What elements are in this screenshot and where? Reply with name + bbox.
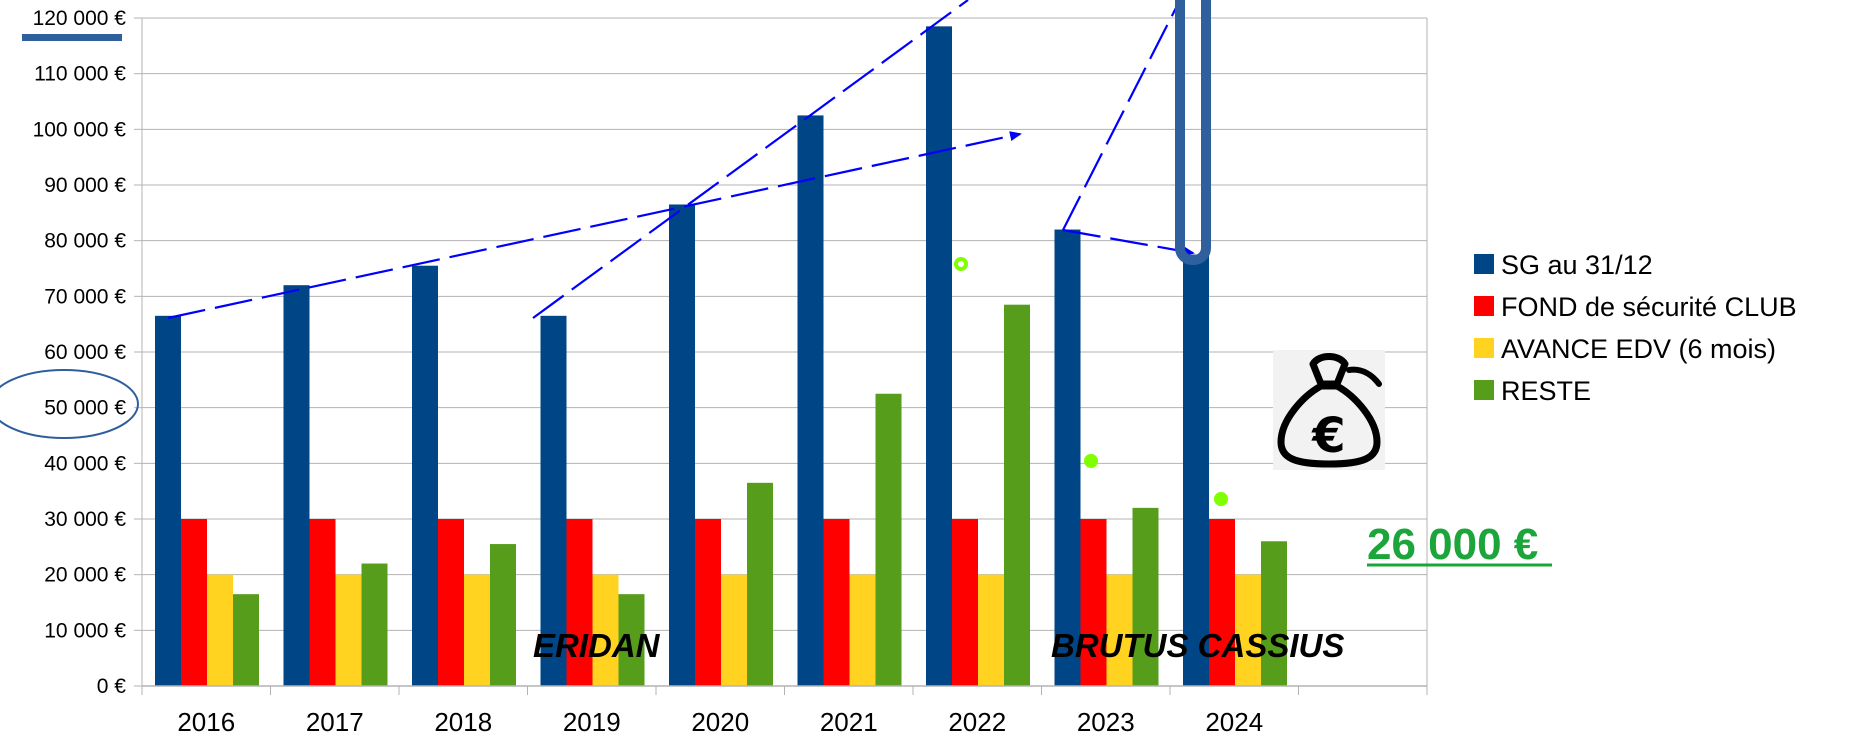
bar-reste-2018 — [490, 544, 516, 686]
legend-swatch-reste — [1474, 380, 1494, 400]
y-tick-label: 120 000 € — [33, 7, 127, 30]
y-tick-label: 40 000 € — [44, 452, 126, 475]
legend-swatch-avance — [1474, 338, 1494, 358]
legend-swatch-fond — [1474, 296, 1494, 316]
x-tick-label: 2018 — [434, 707, 492, 733]
bar-avance-edv-6-mois--2023 — [1106, 574, 1133, 686]
x-tick-label: 2022 — [948, 707, 1006, 733]
trend-line-2019-2022 — [532, 0, 969, 319]
trend-arrows — [167, 0, 1195, 320]
y-tick-label: 90 000 € — [44, 174, 126, 197]
bar-fond-de-s-curit-club-2020 — [695, 519, 721, 686]
bar-sg-au-31-12-2018 — [412, 265, 438, 686]
bar-sg-au-31-12-2020 — [669, 204, 695, 686]
legend: SG au 31/12 FOND de sécurité CLUB AVANCE… — [1474, 250, 1797, 406]
bar-reste-2023 — [1132, 507, 1159, 686]
x-tick-label: 2021 — [820, 707, 878, 733]
bar-avance-edv-6-mois--2022 — [978, 574, 1004, 686]
bar-sg-au-31-12-2017 — [283, 285, 310, 686]
bar-avance-edv-6-mois--2018 — [464, 574, 490, 686]
annotation-reste-2024: 26 000 € — [1367, 520, 1538, 569]
bar-sg-au-31-12-2021 — [797, 115, 824, 686]
bar-avance-edv-6-mois--2017 — [335, 574, 362, 686]
bar-avance-edv-6-mois--2021 — [849, 574, 876, 686]
bar-sg-au-31-12-2016 — [155, 315, 181, 686]
bar-avance-edv-6-mois--2019 — [592, 574, 619, 686]
y-tick-label: 0 € — [97, 675, 127, 698]
trend-line-2023-2024 — [1062, 228, 1195, 257]
x-tick-label: 2019 — [563, 707, 621, 733]
bar-fond-de-s-curit-club-2017 — [309, 519, 336, 686]
bar-sg-au-31-12-2019 — [540, 315, 567, 686]
x-tick-label: 2016 — [177, 707, 235, 733]
y-tick-label: 80 000 € — [44, 230, 126, 253]
green-dot — [1084, 454, 1098, 468]
bar-reste-2021 — [875, 393, 902, 686]
bar-reste-2017 — [361, 563, 388, 686]
x-tick-label: 2020 — [691, 707, 749, 733]
highlight-underline — [22, 34, 122, 41]
bar-reste-2022 — [1004, 304, 1030, 686]
highlight-ellipse — [0, 369, 139, 439]
legend-label-reste: RESTE — [1501, 376, 1591, 406]
bar-fond-de-s-curit-club-2016 — [181, 519, 207, 686]
bar-sg-au-31-12-2024 — [1183, 254, 1209, 687]
bar-fond-de-s-curit-club-2024 — [1209, 519, 1235, 686]
y-tick-label: 110 000 € — [34, 63, 126, 86]
bar-reste-2024 — [1261, 541, 1287, 686]
y-tick-label: 60 000 € — [44, 341, 126, 364]
legend-label-fond: FOND de sécurité CLUB — [1501, 292, 1797, 322]
legend-label-sg: SG au 31/12 — [1501, 250, 1653, 280]
annotation-brutus-cassius: BRUTUS CASSIUS — [1051, 627, 1344, 664]
trend-line-2016-2020 — [167, 131, 1022, 320]
bar-fond-de-s-curit-club-2021 — [823, 519, 850, 686]
bar-fond-de-s-curit-club-2019 — [566, 519, 593, 686]
bar-avance-edv-6-mois--2016 — [207, 574, 233, 686]
x-axis — [134, 17, 1428, 695]
bar-reste-2016 — [233, 594, 259, 686]
y-tick-label: 10 000 € — [44, 619, 126, 642]
green-dot — [958, 261, 964, 267]
y-tick-label: 70 000 € — [44, 285, 126, 308]
money-bag-euro-icon: € — [1273, 350, 1385, 470]
y-tick-label: 30 000 € — [44, 508, 126, 531]
x-tick-label: 2023 — [1077, 707, 1135, 733]
annotation-eridan: ERIDAN — [533, 627, 661, 664]
bars — [155, 26, 1287, 687]
y-tick-label: 20 000 € — [44, 564, 126, 587]
bar-reste-2020 — [747, 482, 773, 686]
svg-text:€: € — [1311, 408, 1345, 464]
bar-fond-de-s-curit-club-2018 — [438, 519, 464, 686]
bar-avance-edv-6-mois--2024 — [1235, 574, 1261, 686]
bar-fond-de-s-curit-club-2022 — [952, 519, 978, 686]
bar-sg-au-31-12-2023 — [1054, 229, 1081, 687]
green-dot — [1214, 492, 1228, 506]
y-tick-label: 100 000 € — [33, 118, 127, 141]
legend-swatch-sg — [1474, 254, 1494, 274]
bar-reste-2019 — [618, 594, 645, 686]
bar-avance-edv-6-mois--2020 — [721, 574, 747, 686]
bar-fond-de-s-curit-club-2023 — [1080, 519, 1107, 686]
y-tick-label: 50 000 € — [44, 397, 126, 420]
x-tick-label: 2024 — [1205, 707, 1263, 733]
x-tick-label: 2017 — [306, 707, 364, 733]
legend-label-avance: AVANCE EDV (6 mois) — [1501, 334, 1776, 364]
y-axis: 0 € 10 000 € 20 000 € 30 000 € 40 000 € 50 00… — [33, 7, 127, 698]
bar-sg-au-31-12-2022 — [926, 26, 952, 687]
trend-line-2023-top — [1062, 0, 1181, 231]
x-axis-labels: 2016 2017 2018 2019 2020 2021 2022 2023 2024 — [177, 707, 1263, 733]
highlight-bar-2024 — [1175, 0, 1211, 265]
